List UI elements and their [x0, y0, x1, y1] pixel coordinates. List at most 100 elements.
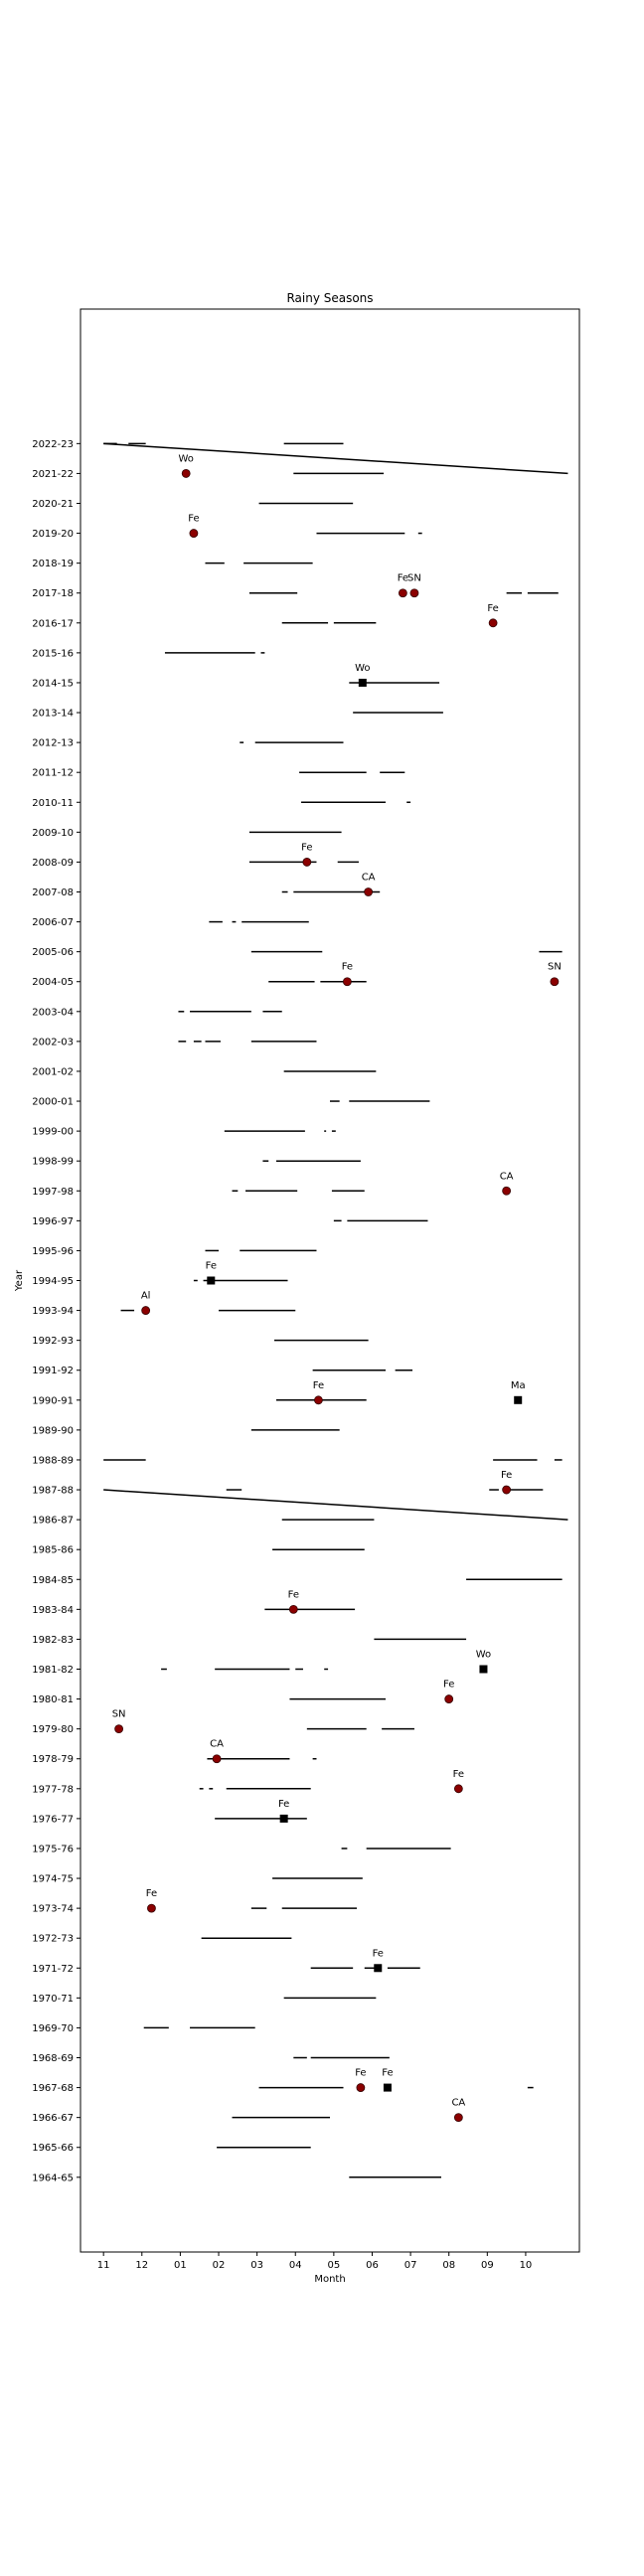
y-tick-label: 1989-90	[32, 1425, 74, 1436]
y-tick-label: 1970-71	[32, 1994, 74, 2005]
event-marker-square	[374, 1964, 383, 1973]
event-marker-circle	[364, 887, 374, 896]
marker-label: Fe	[382, 2068, 393, 2079]
event-marker-circle	[502, 1485, 512, 1495]
y-tick-label: 2021-22	[32, 469, 74, 480]
marker-label: Wo	[355, 663, 370, 674]
y-tick-label: 2005-06	[32, 947, 74, 958]
x-tick-label: 02	[213, 2260, 226, 2271]
event-marker-circle	[147, 1903, 156, 1913]
event-marker-circle	[288, 1604, 298, 1614]
y-tick-label: 2022-23	[32, 439, 74, 450]
event-marker-square	[207, 1276, 216, 1285]
event-marker-square	[514, 1395, 523, 1404]
marker-label: CA	[500, 1171, 514, 1182]
x-axis-label: Month	[314, 2274, 345, 2285]
marker-label: Ma	[511, 1380, 526, 1391]
marker-label: Fe	[146, 1888, 157, 1899]
y-tick-label: 2016-17	[32, 618, 74, 629]
x-tick-label: 05	[327, 2260, 340, 2271]
event-marker-circle	[488, 618, 498, 628]
event-marker-circle	[114, 1724, 124, 1734]
y-tick-label: 2001-02	[32, 1066, 74, 1077]
y-tick-label: 1978-79	[32, 1754, 74, 1765]
y-tick-label: 1967-68	[32, 2083, 74, 2094]
y-tick-label: 2010-11	[32, 798, 74, 809]
x-tick-label: 10	[520, 2260, 533, 2271]
marker-label: Al	[141, 1291, 151, 1302]
event-marker-circle	[212, 1754, 222, 1764]
y-tick-label: 1992-93	[32, 1336, 74, 1347]
y-tick-label: 1986-87	[32, 1516, 74, 1527]
marker-label: Fe	[188, 514, 199, 525]
y-tick-label: 1973-74	[32, 1904, 74, 1915]
y-tick-label: 1979-80	[32, 1724, 74, 1735]
event-marker-square	[479, 1665, 488, 1674]
y-tick-label: 1990-91	[32, 1395, 74, 1406]
marker-label: SN	[407, 573, 421, 584]
x-tick-label: 06	[366, 2260, 379, 2271]
event-marker-circle	[409, 588, 419, 598]
y-tick-label: 1965-66	[32, 2143, 74, 2154]
y-tick-label: 1981-82	[32, 1665, 74, 1676]
marker-label: Fe	[487, 603, 498, 614]
event-marker-circle	[453, 2113, 463, 2123]
x-tick-label: 12	[135, 2260, 148, 2271]
y-tick-label: 2014-15	[32, 678, 74, 689]
event-marker-circle	[398, 588, 407, 598]
y-tick-label: 1971-72	[32, 1964, 74, 1975]
y-tick-label: 1980-81	[32, 1694, 74, 1705]
marker-label: Fe	[313, 1380, 324, 1391]
y-tick-label: 2004-05	[32, 977, 74, 988]
y-tick-label: 1974-75	[32, 1874, 74, 1885]
x-tick-label: 09	[481, 2260, 494, 2271]
y-tick-label: 1977-78	[32, 1784, 74, 1795]
y-tick-label: 1987-88	[32, 1486, 74, 1497]
y-tick-label: 1985-86	[32, 1545, 74, 1556]
y-tick-label: 1975-76	[32, 1844, 74, 1854]
marker-label: CA	[210, 1739, 224, 1750]
y-tick-label: 2018-19	[32, 559, 74, 569]
marker-label: CA	[451, 2098, 465, 2109]
marker-label: Fe	[301, 842, 312, 853]
x-tick-label: 01	[174, 2260, 187, 2271]
y-tick-label: 2012-13	[32, 738, 74, 749]
event-marker-square	[358, 678, 367, 687]
y-tick-label: 1976-77	[32, 1814, 74, 1825]
marker-label: SN	[548, 962, 562, 973]
x-tick-label: 07	[404, 2260, 417, 2271]
y-tick-label: 1996-97	[32, 1216, 74, 1227]
x-axis: 11 12 01 02 03 04 05 06 07 08 09 10	[97, 2252, 533, 2271]
y-tick-label: 2013-14	[32, 709, 74, 720]
event-marker-circle	[550, 977, 560, 987]
y-tick-label: 1998-99	[32, 1157, 74, 1168]
y-tick-label: 1984-85	[32, 1575, 74, 1586]
event-marker-circle	[189, 529, 199, 538]
y-axis: 1964-65 1965-66 1966-67 1967-68 1968-69 1969-…	[32, 439, 80, 2183]
y-tick-label: 2003-04	[32, 1007, 74, 1018]
marker-label: CA	[362, 873, 376, 884]
y-tick-label: 2008-09	[32, 858, 74, 869]
event-marker-circle	[453, 1784, 463, 1794]
y-tick-label: 2015-16	[32, 648, 74, 659]
x-tick-label: 11	[97, 2260, 110, 2271]
event-marker-circle	[342, 977, 352, 987]
y-tick-label: 2011-12	[32, 768, 74, 779]
event-marker-circle	[314, 1395, 323, 1405]
event-marker-circle	[356, 2083, 366, 2092]
y-tick-label: 1964-65	[32, 2173, 74, 2183]
y-axis-label: Year	[14, 1269, 25, 1292]
marker-label: Wo	[178, 453, 193, 464]
y-tick-label: 2000-01	[32, 1097, 74, 1108]
y-tick-label: 1983-84	[32, 1605, 74, 1616]
y-tick-label: 1991-92	[32, 1366, 74, 1376]
marker-label: Fe	[443, 1680, 454, 1690]
slanted-line	[103, 442, 568, 475]
y-tick-label: 1994-95	[32, 1276, 74, 1287]
event-marker-circle	[502, 1186, 512, 1196]
marker-label: Fe	[288, 1589, 299, 1600]
marker-label: Fe	[398, 573, 408, 584]
chart-title: Rainy Seasons	[286, 291, 373, 305]
